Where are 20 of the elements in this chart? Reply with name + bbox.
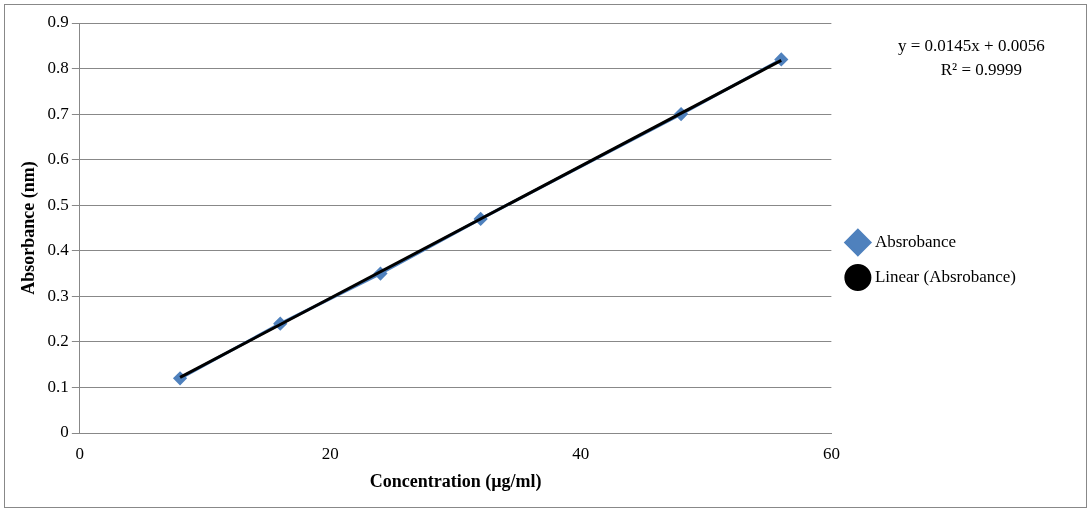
y-tick-label: 0.8: [47, 58, 69, 78]
x-tick-label: 0: [75, 443, 85, 463]
text: R² = 0.9999: [940, 60, 1023, 79]
legend-label: Linear (Absrobance): [874, 266, 1016, 286]
y-tick-label: 0: [60, 422, 69, 442]
y-tick-label: 0.4: [47, 240, 70, 260]
text: y = 0.0145x + 0.0056: [898, 36, 1045, 55]
y-tick-label: 0.2: [47, 331, 69, 351]
legend-label: Absrobance: [874, 231, 957, 251]
x-axis-title: Concentration (µg/ml): [369, 470, 542, 492]
x-tick-label: 40: [572, 443, 590, 463]
y-tick-label: 0.3: [47, 285, 69, 305]
y-tick-label: 0.9: [47, 12, 69, 32]
y-tick-label: 0.5: [47, 194, 69, 214]
y-tick-label: 0.6: [47, 149, 69, 169]
x-tick-label: 20: [321, 443, 339, 463]
y-tick-label: 0.7: [47, 103, 70, 123]
y-axis-title: Absorbance (nm): [18, 161, 40, 295]
y-tick-label: 0.1: [47, 376, 69, 396]
x-tick-label: 60: [822, 443, 840, 463]
